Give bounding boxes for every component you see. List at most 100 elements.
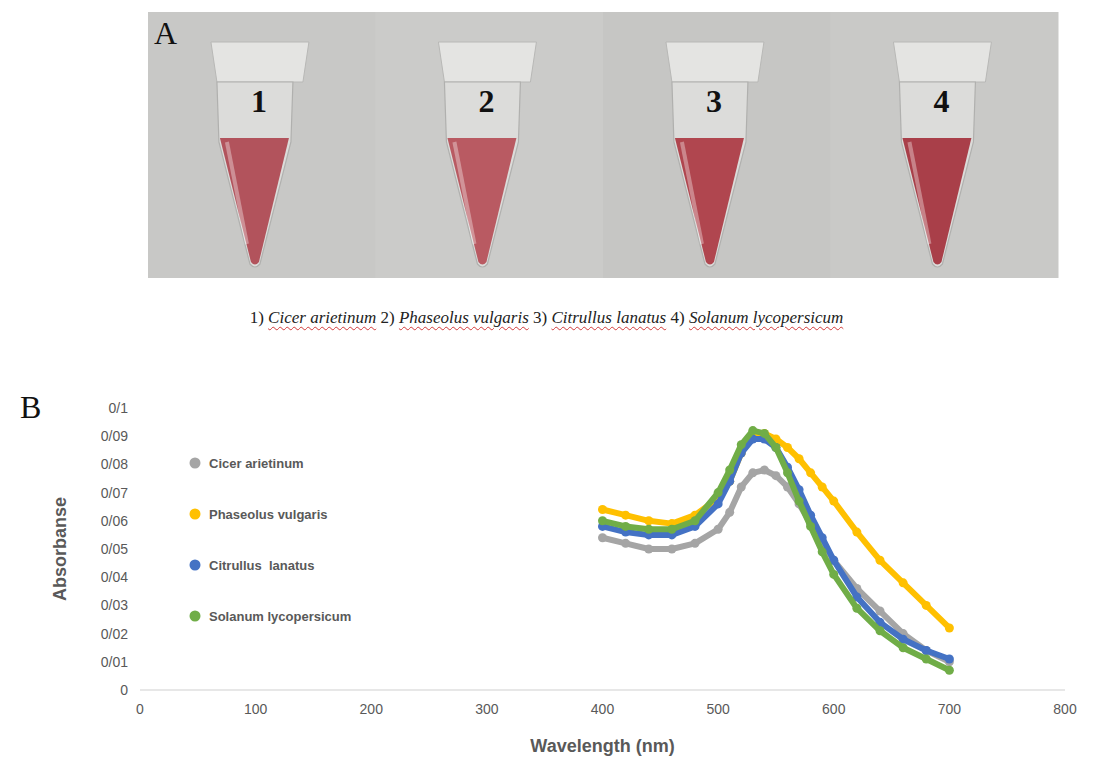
data-point	[771, 443, 780, 452]
data-point	[783, 443, 792, 452]
panel-letter: B	[20, 389, 41, 425]
caption-name: Solanum lycopersicum	[689, 308, 843, 327]
data-point	[691, 516, 700, 525]
data-point	[598, 516, 607, 525]
tube-body	[217, 82, 293, 267]
data-point	[922, 654, 931, 663]
y-tick-label: 0/08	[101, 456, 128, 472]
data-point	[922, 601, 931, 610]
data-point	[737, 482, 746, 491]
x-tick-label: 700	[938, 701, 962, 717]
panel-b: B010020030040050060070080000/010/020/030…	[20, 389, 1077, 756]
y-axis-title: Absorbanse	[50, 497, 70, 601]
data-point	[725, 466, 734, 475]
y-tick-label: 0/09	[101, 428, 128, 444]
data-point	[899, 578, 908, 587]
data-point	[725, 508, 734, 517]
y-tick-label: 0/02	[101, 626, 128, 642]
photo-background	[831, 12, 1059, 278]
data-point	[806, 468, 815, 477]
data-point	[760, 429, 769, 438]
tube-body	[899, 82, 975, 267]
data-point	[922, 646, 931, 655]
panel-letter: A	[154, 15, 177, 51]
tube-liquid	[220, 138, 289, 265]
y-tick-label: 0/04	[101, 569, 128, 585]
tube-lid	[438, 42, 536, 82]
x-axis-line	[140, 689, 1065, 690]
data-point	[945, 623, 954, 632]
caption-number: 4)	[670, 308, 684, 327]
y-tick-label: 0/06	[101, 513, 128, 529]
data-point	[795, 454, 804, 463]
caption: 1) Cicer arietinum 2) Phaseolus vulgaris…	[0, 308, 1093, 328]
data-point	[876, 626, 885, 635]
data-point	[667, 545, 676, 554]
tube-liquid	[675, 138, 744, 265]
x-tick-label: 800	[1053, 701, 1077, 717]
data-point	[818, 482, 827, 491]
data-point	[621, 511, 630, 520]
photo-background	[148, 12, 376, 278]
figure-svg: 1234AB010020030040050060070080000/010/02…	[0, 0, 1093, 771]
tube-number: 4	[933, 83, 949, 119]
tube-liquid	[447, 138, 516, 265]
tube-highlight	[454, 142, 474, 244]
y-tick-label: 0/07	[101, 485, 128, 501]
caption-number: 2)	[381, 308, 395, 327]
x-tick-label: 0	[136, 701, 144, 717]
tube-number: 3	[706, 83, 722, 119]
data-point	[667, 525, 676, 534]
x-tick-label: 500	[706, 701, 730, 717]
caption-number: 1)	[250, 308, 264, 327]
legend-marker	[190, 458, 201, 469]
data-point	[598, 533, 607, 542]
data-point	[945, 666, 954, 675]
data-point	[876, 556, 885, 565]
tube-lid	[211, 42, 309, 82]
data-point	[714, 488, 723, 497]
photo-background	[376, 12, 604, 278]
data-point	[771, 471, 780, 480]
tube-number: 1	[251, 83, 267, 119]
legend-label: Cicer arietinum	[209, 456, 304, 471]
x-tick-label: 100	[244, 701, 268, 717]
x-axis-title: Wavelength (nm)	[530, 736, 674, 756]
data-point	[771, 443, 780, 452]
photo-background	[603, 12, 831, 278]
data-point	[644, 545, 653, 554]
tube-liquid	[902, 138, 971, 265]
data-point	[852, 604, 861, 613]
data-point	[644, 516, 653, 525]
y-tick-label: 0	[120, 682, 128, 698]
data-point	[714, 525, 723, 534]
data-point	[760, 466, 769, 475]
tube-body	[672, 82, 748, 267]
y-tick-label: 0/05	[101, 541, 128, 557]
data-point	[818, 547, 827, 556]
x-tick-label: 400	[591, 701, 615, 717]
tube-lid	[893, 42, 991, 82]
data-point	[748, 426, 757, 435]
legend-marker	[190, 611, 201, 622]
data-point	[795, 497, 804, 506]
tube-body	[444, 82, 520, 267]
x-tick-label: 300	[475, 701, 499, 717]
caption-name: Cicer arietinum	[268, 308, 376, 327]
y-tick-label: 0/03	[101, 597, 128, 613]
y-tick-label: 0/1	[109, 400, 129, 416]
data-point	[899, 643, 908, 652]
tube-highlight	[909, 142, 929, 244]
data-point	[748, 468, 757, 477]
data-point	[644, 525, 653, 534]
legend-label: Solanum lycopersicum	[209, 609, 351, 624]
x-tick-label: 200	[360, 701, 384, 717]
data-point	[829, 497, 838, 506]
series-line	[603, 431, 950, 671]
series-line	[603, 439, 950, 659]
data-point	[691, 539, 700, 548]
data-point	[829, 570, 838, 579]
legend-marker	[190, 560, 201, 571]
data-point	[945, 654, 954, 663]
caption-name: Phaseolus vulgaris	[399, 308, 529, 327]
